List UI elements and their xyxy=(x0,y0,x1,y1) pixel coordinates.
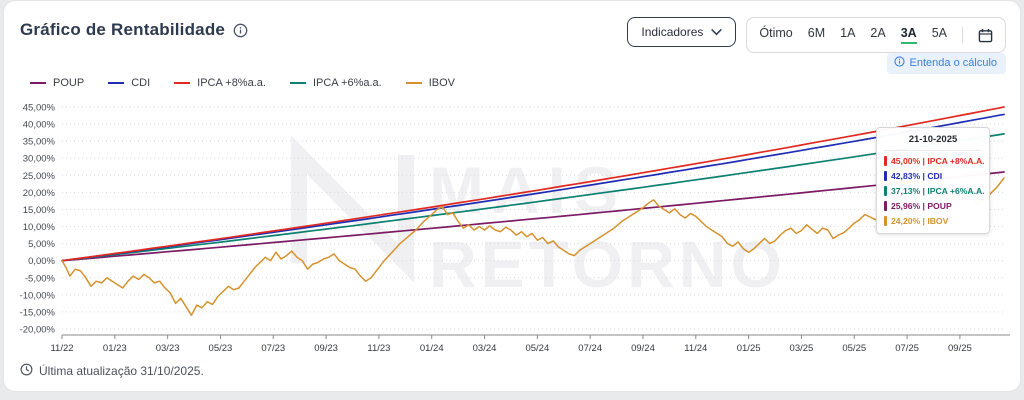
chart-tooltip: 21-10-2025 45,00% | IPCA +8%A.A. 42,83% |… xyxy=(876,127,990,234)
legend-color-dash xyxy=(108,82,125,84)
tooltip-row-poup: 25,96% | POUP xyxy=(884,201,982,211)
range-option-6m[interactable]: 6M xyxy=(807,26,826,40)
range-selector: Ótimo 6M 1A 2A 3A 5A xyxy=(746,17,1006,53)
x-axis-tick-label: 11/23 xyxy=(367,343,390,354)
legend-item-ipca-6-a-a-[interactable]: IPCA +6%a.a. xyxy=(289,77,382,89)
x-axis-tick-label: 09/25 xyxy=(948,343,972,354)
legend-item-poup[interactable]: POUP xyxy=(30,77,84,89)
tooltip-value-label: 37,13% | IPCA +6%A.A. xyxy=(891,186,985,196)
x-axis-tick-label: 11/24 xyxy=(684,343,707,354)
legend-color-dash xyxy=(174,82,191,84)
legend-item-cdi[interactable]: CDI xyxy=(108,77,150,89)
legend-color-dash xyxy=(289,82,306,84)
tooltip-row-cdi: 42,83% | CDI xyxy=(884,171,982,181)
info-circle-icon xyxy=(893,56,905,70)
x-axis-tick-label: 07/24 xyxy=(578,343,602,354)
legend-color-dash xyxy=(405,82,422,84)
tooltip-value-label: 24,20% | IBOV xyxy=(891,216,949,226)
tooltip-value-label: 25,96% | POUP xyxy=(891,201,952,211)
profitability-chart-card: Gráfico de Rentabilidade Indicadores Óti… xyxy=(3,0,1021,392)
last-update-note: Última atualização 31/10/2025. xyxy=(20,363,204,379)
series-line-cdi[interactable] xyxy=(61,113,1005,262)
tooltip-date: 21-10-2025 xyxy=(884,134,982,151)
legend-label: IBOV xyxy=(428,77,456,89)
svg-text:RETORNO: RETORNO xyxy=(429,227,786,301)
series-line-poup[interactable] xyxy=(61,171,1005,262)
y-axis-tick-label: 40,00% xyxy=(23,120,56,131)
tooltip-value-label: 42,83% | CDI xyxy=(891,171,943,181)
tooltip-color-bar xyxy=(884,156,887,166)
x-axis-tick-label: 05/24 xyxy=(525,343,549,354)
range-option-ótimo[interactable]: Ótimo xyxy=(759,26,793,40)
y-axis-tick-label: 25,00% xyxy=(23,171,56,182)
x-axis-tick-label: 01/23 xyxy=(103,343,127,354)
legend-label: CDI xyxy=(131,77,151,89)
clock-icon xyxy=(20,363,33,379)
tooltip-row-ipca-8-a-a-: 45,00% | IPCA +8%A.A. xyxy=(884,156,985,166)
series-line-ipca-6-a-a-[interactable] xyxy=(61,133,1005,262)
chart-area: MAIS RETORNO 45,00% 40,00% 35,00% 30,00% 25,00… xyxy=(4,95,1022,361)
title-info-icon[interactable] xyxy=(233,23,248,38)
range-option-1a[interactable]: 1A xyxy=(840,26,856,40)
tooltip-color-bar xyxy=(884,201,887,211)
page-title: Gráfico de Rentabilidade xyxy=(20,20,226,39)
range-separator xyxy=(962,27,963,43)
range-option-2a[interactable]: 2A xyxy=(870,26,886,40)
y-axis-tick-label: 35,00% xyxy=(23,137,56,148)
legend-color-dash xyxy=(30,82,46,84)
y-axis-tick-label: 15,00% xyxy=(23,205,56,216)
tooltip-value-label: 45,00% | IPCA +8%A.A. xyxy=(891,156,985,166)
x-axis-tick-label: 05/23 xyxy=(209,343,233,354)
x-axis-tick-label: 03/23 xyxy=(156,343,180,354)
x-axis-tick-label: 07/23 xyxy=(261,343,285,354)
x-axis-tick-label: 05/25 xyxy=(842,343,866,354)
range-option-5a[interactable]: 5A xyxy=(931,26,947,40)
y-axis-tick-label: 45,00% xyxy=(23,103,56,114)
tooltip-row-ipca-6-a-a-: 37,13% | IPCA +6%A.A. xyxy=(884,186,985,196)
y-axis-tick-label: -5,00% xyxy=(25,273,56,284)
x-axis-tick-label: 01/24 xyxy=(420,343,444,354)
y-axis-tick-label: 0,00% xyxy=(28,256,55,267)
range-option-3a[interactable]: 3A xyxy=(900,26,917,44)
x-axis-tick-label: 07/25 xyxy=(895,343,919,354)
series-line-ipca-8-a-a-[interactable] xyxy=(61,106,1005,262)
y-axis-tick-label: 20,00% xyxy=(23,188,56,199)
tooltip-row-ibov: 24,20% | IBOV xyxy=(884,216,982,226)
tooltip-color-bar xyxy=(884,186,887,196)
x-axis-tick-label: 09/23 xyxy=(314,343,338,354)
calendar-icon[interactable] xyxy=(978,28,993,43)
legend-label: IPCA +6%a.a. xyxy=(312,77,382,89)
svg-text:MAIS: MAIS xyxy=(429,153,626,227)
indicators-dropdown-label: Indicadores xyxy=(641,25,704,39)
x-axis-tick-label: 09/24 xyxy=(631,343,655,354)
understand-calculation-link[interactable]: Entenda o cálculo xyxy=(886,53,1006,74)
chart-legend: POUP CDI IPCA +8%a.a. IPCA +6%a.a. IBOV xyxy=(30,77,455,89)
y-axis-tick-label: 30,00% xyxy=(23,154,56,165)
y-axis-tick-label: 5,00% xyxy=(28,239,55,250)
understand-calculation-label: Entenda o cálculo xyxy=(909,57,997,69)
legend-item-ibov[interactable]: IBOV xyxy=(405,77,456,89)
tooltip-color-bar xyxy=(884,171,887,181)
y-axis-tick-label: -20,00% xyxy=(20,325,56,336)
x-axis-tick-label: 01/25 xyxy=(737,343,761,354)
tooltip-color-bar xyxy=(884,216,887,226)
series-line-ibov[interactable] xyxy=(61,177,1005,317)
card-header: Gráfico de Rentabilidade Indicadores Óti… xyxy=(4,1,1020,53)
legend-label: IPCA +8%a.a. xyxy=(197,77,266,89)
x-axis-tick-label: 03/25 xyxy=(790,343,814,354)
y-axis-tick-label: 10,00% xyxy=(23,222,56,233)
chevron-down-icon xyxy=(711,25,723,39)
x-axis-tick-label: 11/22 xyxy=(50,343,73,354)
y-axis-tick-label: -15,00% xyxy=(20,307,56,318)
y-axis-tick-label: -10,00% xyxy=(20,290,56,301)
x-axis-tick-label: 03/24 xyxy=(473,343,497,354)
legend-item-ipca-8-a-a-[interactable]: IPCA +8%a.a. xyxy=(174,77,266,89)
legend-label: POUP xyxy=(53,77,85,89)
last-update-text: Última atualização 31/10/2025. xyxy=(39,364,204,378)
indicators-dropdown[interactable]: Indicadores xyxy=(627,17,737,47)
